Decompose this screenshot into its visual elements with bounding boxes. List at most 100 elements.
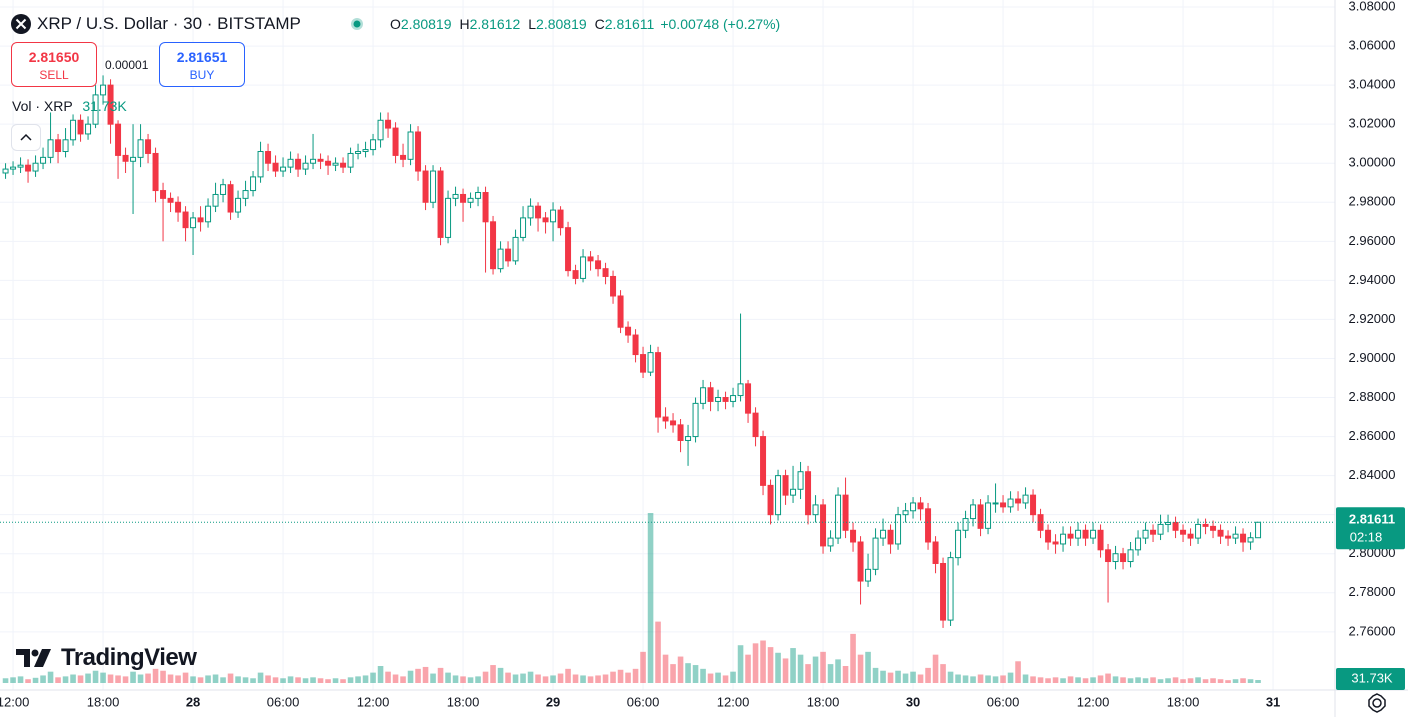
plot-area [0, 0, 1335, 690]
candle-body [670, 420, 677, 426]
volume-bar [1187, 678, 1194, 683]
candle-body [100, 84, 107, 96]
candle-body [655, 352, 662, 418]
volume-bar [370, 672, 376, 683]
volume-bar [602, 674, 609, 683]
sell-button[interactable]: 2.81650 SELL [11, 42, 97, 87]
volume-bar [265, 675, 271, 683]
candle-body [812, 504, 819, 516]
volume-bar [520, 673, 526, 683]
x-tick-label: 18:00 [447, 694, 480, 709]
candle-body [1112, 553, 1119, 563]
market-status-dot [351, 18, 363, 30]
candle-body [452, 193, 459, 199]
candle-body [1225, 535, 1232, 539]
volume-bar [985, 675, 991, 683]
candle-body [1135, 537, 1142, 551]
candle-body [422, 170, 429, 203]
candle-body [700, 387, 707, 404]
candle-body [820, 504, 827, 547]
candle-body [152, 152, 159, 192]
candle-body [1187, 533, 1194, 539]
volume-bar [1000, 675, 1006, 683]
volume-bar [407, 670, 414, 683]
volume-bar [895, 670, 901, 683]
volume-bar [1052, 677, 1059, 683]
candle-body [1255, 521, 1262, 539]
volume-bar [692, 665, 699, 683]
candle-body [467, 197, 474, 203]
candle-body [1030, 494, 1037, 516]
candle-body [1172, 521, 1179, 531]
candle-body [317, 158, 324, 162]
volume-bar [527, 671, 534, 683]
candle-body [572, 270, 579, 279]
candle-body [362, 149, 369, 153]
candle-body [595, 260, 602, 270]
y-tick-label: 2.88000 [1349, 389, 1396, 404]
y-tick-label: 2.96000 [1349, 233, 1396, 248]
volume-bar [452, 675, 459, 683]
volume-bar [925, 667, 931, 683]
candle-body [47, 139, 54, 158]
branding: TradingView [15, 644, 197, 672]
candle-body [902, 510, 909, 516]
volume-bar [932, 654, 939, 683]
candle-body [130, 156, 137, 162]
volume-bar [310, 677, 316, 683]
volume-bar [100, 672, 106, 683]
volume-bar [850, 633, 856, 683]
volume-bar [130, 671, 136, 683]
collapse-button[interactable] [11, 124, 41, 151]
candle-body [32, 162, 39, 172]
ohlc-label: L [528, 16, 537, 32]
candle-body [932, 541, 939, 564]
volume-bar [670, 664, 676, 683]
buy-button[interactable]: 2.81651 BUY [159, 42, 245, 87]
candle-body [617, 295, 624, 328]
volume-label-box [1336, 668, 1405, 691]
ohlc-label: H [459, 16, 470, 32]
ohlc-legend: O2.80819 H2.81612 L2.80819 C2.81611 +0.00748… [390, 16, 780, 32]
volume-bar [92, 670, 99, 683]
settings-button[interactable] [1366, 692, 1388, 714]
volume-bar [340, 679, 346, 683]
volume-bar [970, 676, 976, 683]
volume-bar [880, 670, 886, 683]
volume-bar [1172, 677, 1179, 683]
candle-body [625, 326, 632, 336]
candle-body [107, 84, 114, 125]
volume-bar [197, 677, 204, 683]
volume-bar [512, 674, 519, 683]
volume-bar [445, 672, 451, 683]
candle-body [505, 248, 512, 262]
candle-body [17, 164, 24, 168]
candle-body [910, 502, 917, 512]
candle-body [137, 139, 144, 158]
candle-body [1232, 533, 1239, 539]
volume-bar [107, 674, 114, 683]
volume-bar [377, 666, 384, 683]
volume-bar [250, 678, 256, 683]
candle-body [175, 201, 182, 213]
candle-body [970, 504, 977, 520]
candle-body [1127, 549, 1134, 563]
sell-label: SELL [39, 68, 69, 82]
y-tick-label: 3.04000 [1349, 77, 1396, 92]
volume-bar [1045, 678, 1051, 683]
volume-bar [392, 674, 399, 683]
volume-bar [25, 679, 31, 683]
candle-body [1202, 523, 1209, 527]
candle-body [377, 119, 384, 141]
ohlc-value: 2.81612 [469, 16, 521, 32]
candle-body [1247, 537, 1254, 543]
candle-body [767, 484, 774, 516]
candle-body [400, 154, 407, 160]
volume-bar [1067, 676, 1074, 683]
candle-body [722, 397, 729, 402]
volume-bar [1075, 677, 1081, 683]
x-tick-label: 06:00 [267, 694, 300, 709]
candle-body [1105, 549, 1112, 563]
volume-bar [302, 678, 309, 683]
